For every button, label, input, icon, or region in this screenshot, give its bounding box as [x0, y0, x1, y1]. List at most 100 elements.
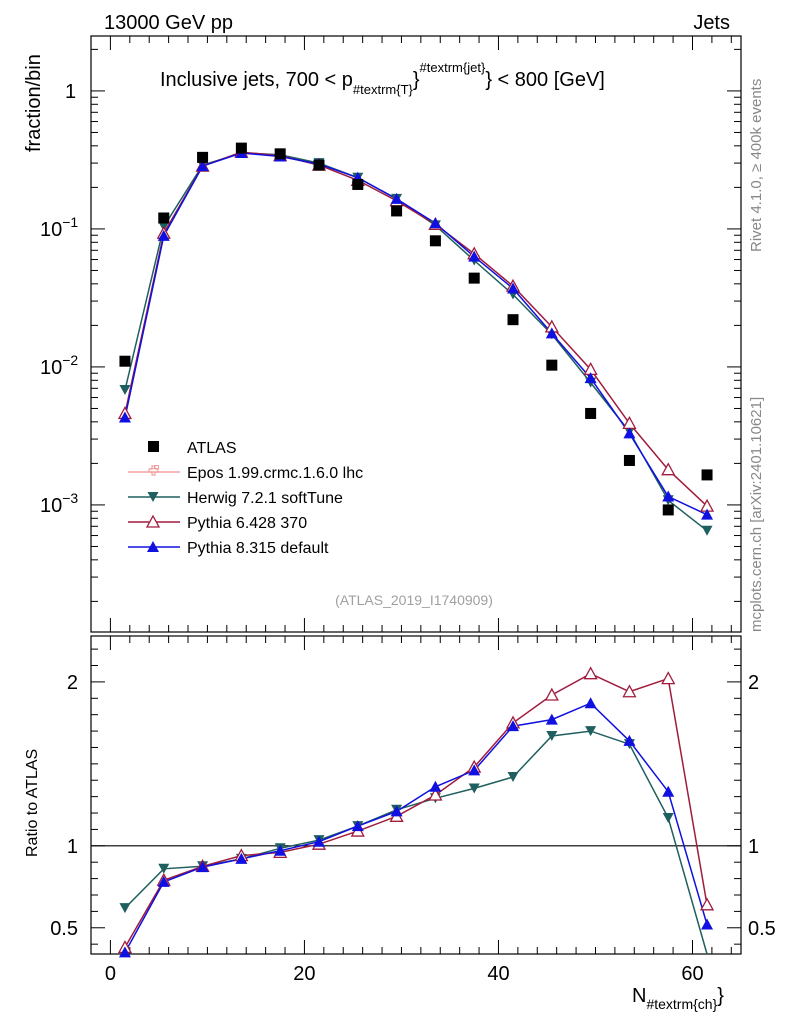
main-point-atlas — [197, 151, 209, 163]
ratio-point-pythia8 — [584, 697, 597, 709]
legend-label-epos: Epos 1.99.crmc.1.6.0 lhc — [187, 465, 363, 482]
main-point-atlas — [313, 159, 325, 171]
main-point-pythia6 — [661, 462, 676, 476]
header-jets: Jets — [693, 12, 730, 34]
ratio-axis-label: Ratio to ATLAS — [24, 749, 41, 857]
ratio-point-pythia8 — [662, 785, 675, 797]
ratio-point-pythia8 — [312, 835, 325, 847]
main-point-atlas — [429, 235, 441, 247]
side-mcplots-label: mcplots.cern.ch [arXiv:2401.10621] — [748, 397, 765, 632]
ratio-point-pythia8 — [235, 852, 248, 864]
main-point-atlas — [119, 355, 131, 367]
ratio-point-pythia8 — [196, 861, 209, 873]
ratio-point-pythia6 — [622, 684, 637, 698]
main-point-atlas — [662, 504, 674, 516]
y-tick-label: 1 — [65, 81, 76, 103]
main-point-atlas — [546, 359, 558, 371]
legend-marker-atlas — [148, 441, 159, 452]
main-point-pythia8 — [196, 160, 209, 172]
main-point-pythia8 — [157, 229, 170, 241]
legend-marker-pythia6 — [145, 514, 161, 528]
x-tick-label: 0 — [105, 963, 116, 985]
ratio-plot-series — [117, 666, 715, 958]
ratio-line-herwig — [124, 730, 708, 955]
ratio-point-herwig — [662, 812, 674, 823]
legend-marker-herwig — [147, 492, 159, 502]
y-tick-label: 10−1 — [40, 214, 78, 241]
x-axis-label: N#textrm{ch}} — [632, 985, 724, 1012]
ratio-line-pythia8 — [124, 702, 708, 953]
main-plot-frame — [90, 35, 742, 633]
main-point-atlas — [235, 142, 247, 154]
main-point-pythia8 — [545, 327, 558, 339]
ratio-point-pythia8 — [545, 713, 558, 725]
main-point-atlas — [585, 407, 597, 419]
y-axis-label: fraction/bin — [23, 54, 45, 152]
ratio-point-pythia8 — [390, 805, 403, 817]
main-point-pythia8 — [584, 372, 597, 384]
main-point-pythia8 — [507, 282, 520, 294]
ratio-point-pythia6 — [661, 671, 676, 685]
x-tick-label: 40 — [487, 963, 509, 985]
main-point-pythia8 — [662, 490, 675, 502]
legend-item-epos: Epos 1.99.crmc.1.6.0 lhc — [128, 465, 363, 482]
main-point-atlas — [391, 205, 403, 217]
legend-marker-epos — [148, 465, 159, 476]
ratio-point-pythia8 — [351, 820, 364, 832]
legend-label-atlas: ATLAS — [187, 440, 237, 457]
ratio-point-herwig — [158, 863, 170, 874]
side-rivet-label: Rivet 4.1.0, ≥ 400k events — [748, 79, 765, 252]
ratio-point-pythia8 — [274, 844, 287, 856]
y-tick-label: 10−2 — [40, 352, 78, 379]
ratio-line-pythia6 — [124, 672, 708, 948]
y-tick-label: 10−3 — [40, 490, 78, 517]
legend-item-pythia6: Pythia 6.428 370 — [128, 514, 307, 532]
ratio-point-pythia6 — [544, 687, 559, 701]
main-point-herwig — [119, 385, 131, 396]
main-axis-ticks: 1 10−1 10−2 10−3 — [40, 36, 741, 632]
main-point-pythia8 — [623, 427, 636, 439]
main-point-atlas — [352, 178, 364, 190]
legend-marker-pythia8 — [147, 541, 159, 552]
legend-item-atlas: ATLAS — [148, 440, 237, 457]
legend-label-pythia8: Pythia 8.315 default — [187, 540, 329, 557]
header-energy: 13000 GeV pp — [104, 12, 233, 34]
ratio-point-herwig — [468, 783, 480, 794]
ratio-tick-label-left: 1 — [67, 836, 78, 858]
main-point-atlas — [468, 272, 480, 284]
main-point-pythia8 — [429, 217, 442, 229]
legend-label-pythia6: Pythia 6.428 370 — [187, 515, 307, 532]
ratio-point-pythia8 — [468, 764, 481, 776]
ratio-tick-label-right: 2 — [748, 672, 759, 694]
ratio-tick-label-left: 0.5 — [50, 918, 78, 940]
main-point-atlas — [701, 469, 713, 481]
ratio-point-herwig — [119, 903, 131, 914]
ratio-point-pythia8 — [507, 720, 520, 732]
ratio-tick-label-right: 1 — [748, 836, 759, 858]
main-point-pythia8 — [118, 411, 131, 423]
ratio-point-pythia8 — [118, 946, 131, 958]
main-plot-series — [117, 142, 715, 536]
ratio-point-pythia8 — [157, 875, 170, 887]
ratio-point-pythia6 — [583, 666, 598, 680]
main-point-pythia6 — [622, 415, 637, 430]
ratio-point-pythia6 — [699, 897, 715, 911]
x-tick-label: 60 — [681, 963, 703, 985]
main-point-pythia8 — [701, 508, 714, 520]
ratio-point-herwig — [546, 730, 558, 741]
main-point-atlas — [623, 454, 635, 466]
ratio-tick-label-left: 2 — [67, 672, 78, 694]
main-point-pythia8 — [468, 250, 481, 262]
analysis-watermark: (ATLAS_2019_I1740909) — [335, 592, 493, 608]
main-point-atlas — [274, 148, 286, 160]
ratio-point-pythia8 — [701, 918, 714, 930]
main-point-herwig — [701, 525, 713, 536]
plot-title: Inclusive jets, 700 < p#textrm{T}}#textr… — [160, 60, 605, 97]
main-point-pythia8 — [390, 192, 403, 204]
ratio-point-pythia8 — [623, 734, 636, 746]
ratio-point-pythia8 — [429, 780, 442, 792]
ratio-point-herwig — [585, 726, 597, 737]
legend-item-herwig: Herwig 7.2.1 softTune — [128, 490, 343, 507]
ratio-tick-label-right: 0.5 — [748, 918, 776, 940]
